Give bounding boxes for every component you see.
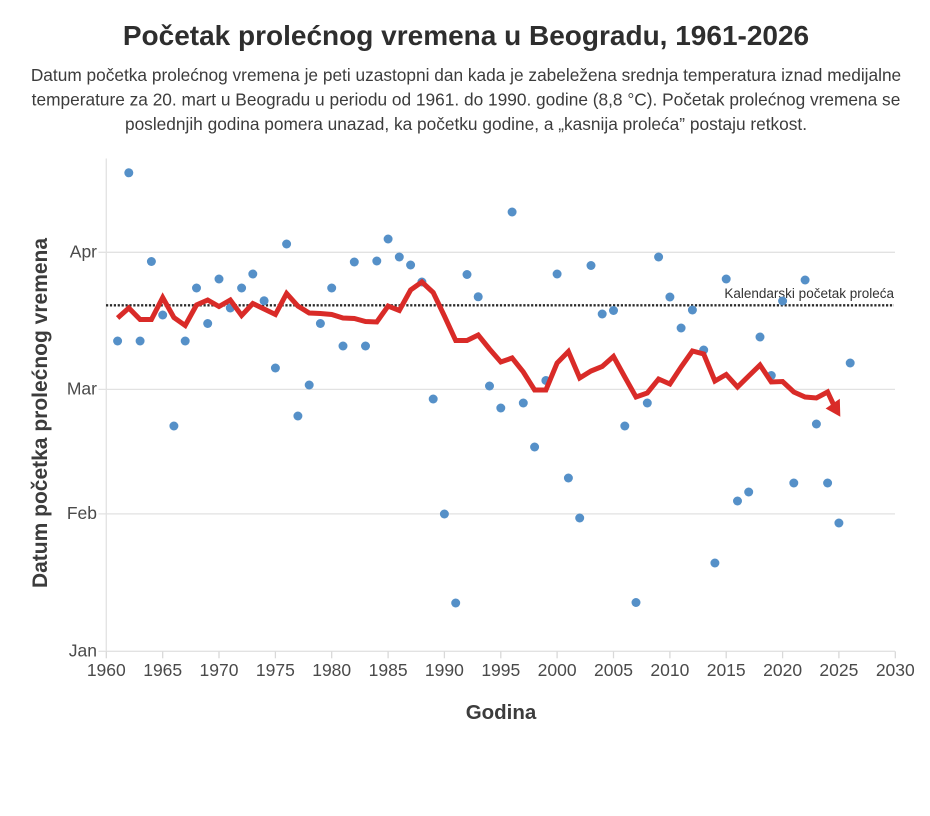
svg-text:2000: 2000 [538, 660, 577, 680]
svg-text:1985: 1985 [369, 660, 408, 680]
svg-text:2010: 2010 [650, 660, 689, 680]
svg-text:temperature za 20. mart u Beog: temperature za 20. mart u Beogradu u per… [32, 90, 901, 110]
svg-text:Mar: Mar [67, 378, 97, 398]
svg-text:Godina: Godina [466, 701, 537, 724]
svg-text:1995: 1995 [481, 660, 520, 680]
svg-text:2015: 2015 [707, 660, 746, 680]
svg-text:Feb: Feb [67, 503, 97, 523]
svg-text:Datum početka prolećnog vremen: Datum početka prolećnog vremena je peti … [31, 65, 901, 85]
svg-text:1980: 1980 [312, 660, 351, 680]
svg-text:Kalendarski početak proleća: Kalendarski početak proleća [724, 286, 894, 301]
svg-text:2005: 2005 [594, 660, 633, 680]
svg-text:2030: 2030 [876, 660, 915, 680]
svg-text:1970: 1970 [200, 660, 239, 680]
svg-text:Jan: Jan [69, 640, 97, 660]
svg-text:1990: 1990 [425, 660, 464, 680]
svg-text:1960: 1960 [87, 660, 126, 680]
svg-text:2025: 2025 [819, 660, 858, 680]
svg-text:poslednjih godina pomera unaza: poslednjih godina pomera unazad, ka poče… [125, 114, 807, 134]
svg-text:2020: 2020 [763, 660, 802, 680]
svg-text:Apr: Apr [70, 241, 97, 261]
svg-text:1965: 1965 [143, 660, 182, 680]
svg-text:Početak prolećnog vremena u Be: Početak prolećnog vremena u Beogradu, 19… [123, 20, 809, 51]
svg-text:Datum početka prolećnog vremen: Datum početka prolećnog vremena [29, 238, 52, 588]
svg-text:1975: 1975 [256, 660, 295, 680]
